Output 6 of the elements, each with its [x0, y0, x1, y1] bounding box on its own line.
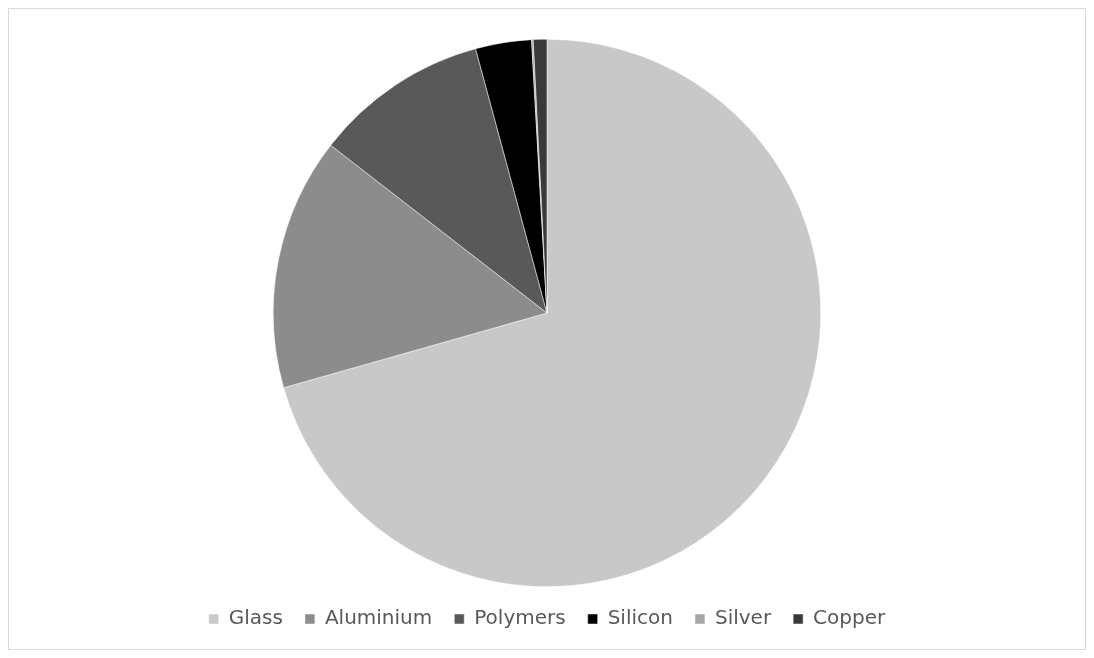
legend-label: Polymers	[474, 605, 566, 630]
legend-label: Silicon	[607, 605, 673, 630]
legend-label: Copper	[813, 605, 887, 630]
legend-label: Aluminium	[324, 605, 433, 630]
legend-label: Silver	[714, 605, 772, 630]
legend-label: Glass	[228, 605, 283, 630]
